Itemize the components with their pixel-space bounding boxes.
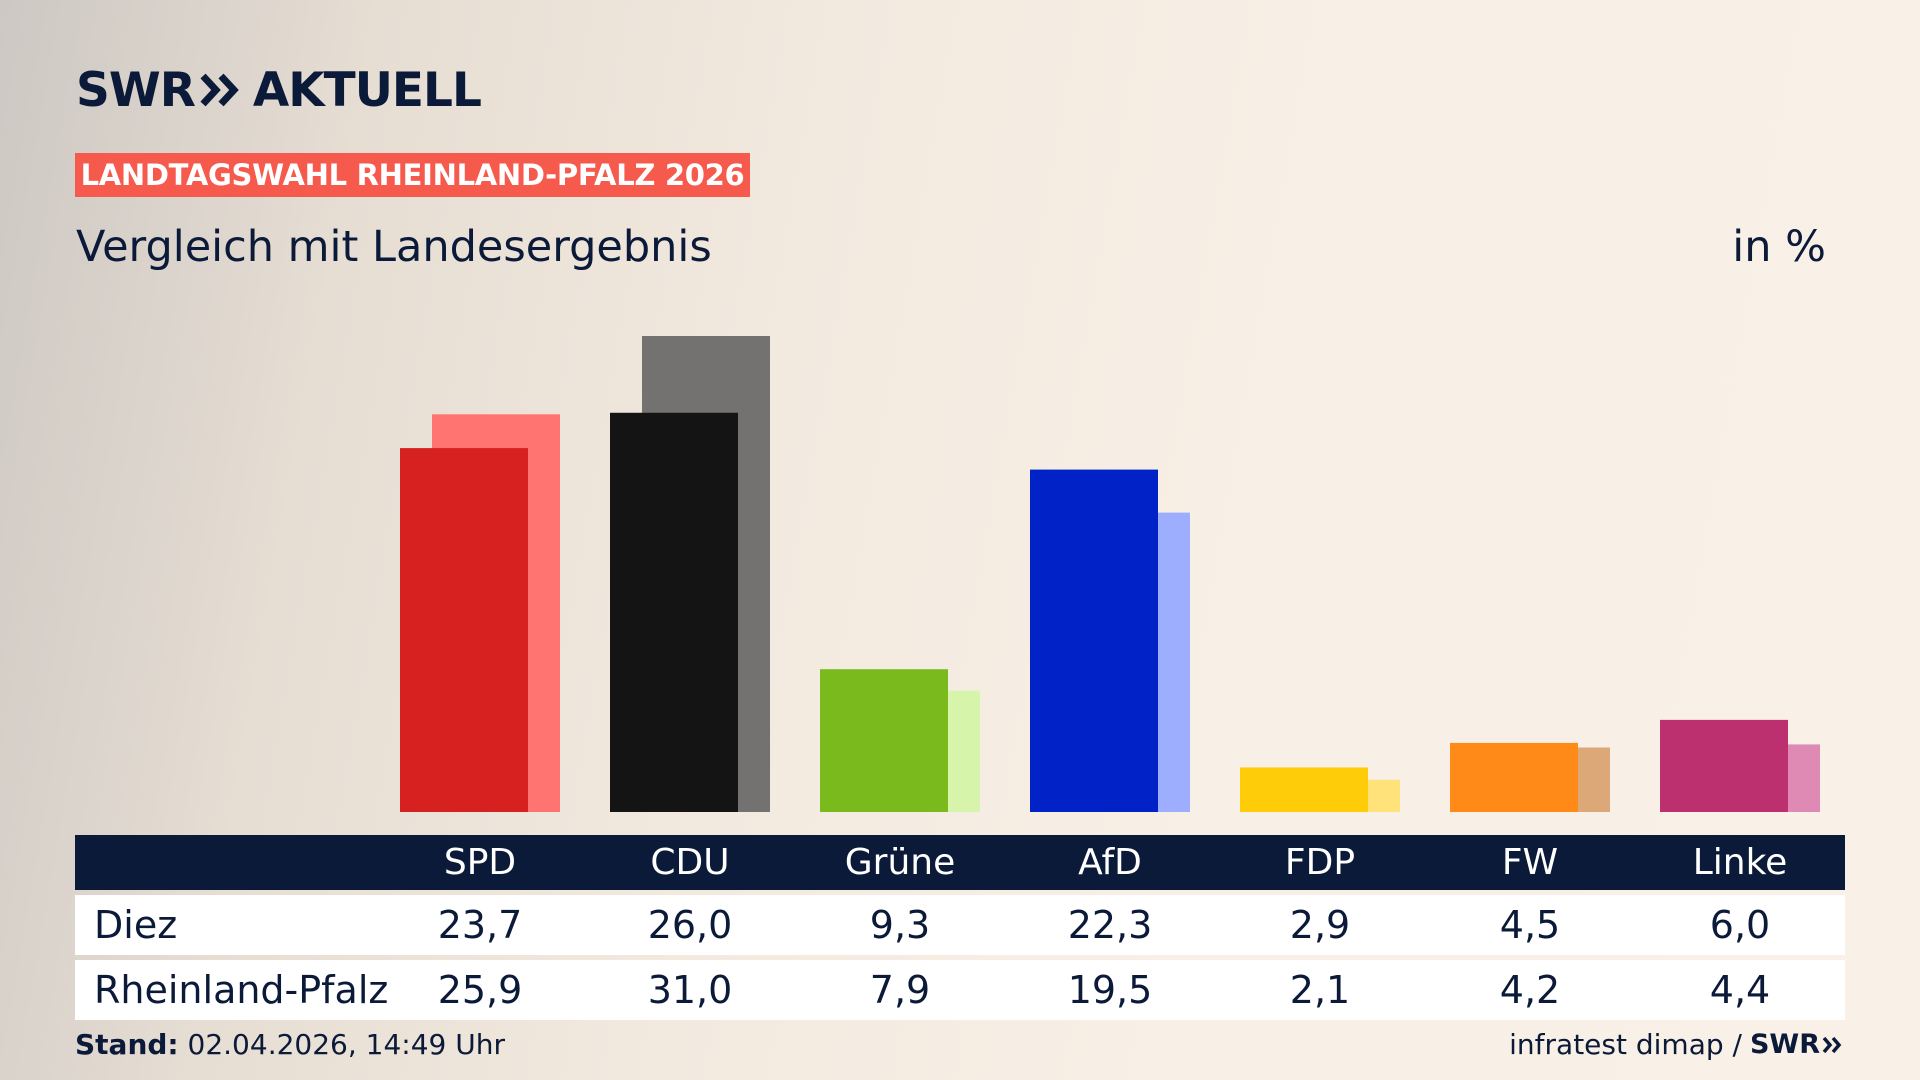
bar-gr-ne-diez [820,669,948,812]
value-afd-rheinland-pfalz: 19,5 [1067,968,1153,1012]
stand-label: Stand: [75,1028,179,1061]
row-label-rheinland-pfalz: Rheinland-Pfalz [94,968,389,1012]
value-spd-rheinland-pfalz: 25,9 [437,968,523,1012]
value-fw-rheinland-pfalz: 4,2 [1499,968,1561,1012]
double-chevron-icon [1822,1036,1842,1053]
value-linke-diez: 6,0 [1709,903,1771,947]
column-header-spd: SPD [443,842,517,883]
bar-fw-diez [1450,742,1578,812]
column-header-fdp: FDP [1284,842,1356,883]
column-header-linke: Linke [1692,842,1788,883]
timestamp: Stand: 02.04.2026, 14:49 Uhr [75,1028,505,1061]
value-fdp-rheinland-pfalz: 2,1 [1289,968,1351,1012]
value-afd-diez: 22,3 [1067,903,1153,947]
bar-linke-diez [1660,719,1788,812]
value-spd-diez: 23,7 [437,903,523,947]
table-header-row: SPD CDU Grüne AfD FDP FW Linke [75,835,1845,890]
swr-aktuell-logo: SWR AKTUELL [76,60,482,120]
source-text: infratest dimap / [1509,1028,1742,1061]
bar-cdu-diez [610,412,738,812]
column-header-cdu: CDU [650,842,730,883]
value-fw-diez: 4,5 [1499,903,1561,947]
chart-title: Vergleich mit Landesergebnis [76,222,712,272]
bar-chart [400,336,1820,812]
value-gr-ne-diez: 9,3 [869,903,931,947]
footer-brand: SWR [1749,1029,1820,1060]
column-header-afd: AfD [1078,842,1142,883]
table-row-rheinland-pfalz: Rheinland-Pfalz 25,9 31,0 7,9 19,5 2,1 4,2 4,4 [75,960,1845,1020]
value-gr-ne-rheinland-pfalz: 7,9 [869,968,931,1012]
bar-fdp-diez [1240,767,1368,812]
brand-swr: SWR [76,62,196,118]
row-label-diez: Diez [94,903,178,947]
table-row-diez: Diez 23,7 26,0 9,3 22,3 2,9 4,5 6,0 [75,895,1845,955]
bar-spd-diez [400,448,528,812]
value-cdu-rheinland-pfalz: 31,0 [647,968,733,1012]
double-chevron-icon [200,73,239,107]
column-header-fw: FW [1501,842,1559,883]
column-header-gr-ne: Grüne [844,842,956,883]
brand-aktuell: AKTUELL [252,62,482,118]
value-cdu-diez: 26,0 [647,903,733,947]
results-table: SPD CDU Grüne AfD FDP FW Linke Diez 23,7 26,0 9,… [75,835,1845,1020]
source-credit: infratest dimap / SWR [1509,1028,1844,1061]
election-badge: LANDTAGSWAHL RHEINLAND-PFALZ 2026 [75,153,750,197]
stand-value: 02.04.2026, 14:49 Uhr [187,1028,505,1061]
bar-afd-diez [1030,469,1158,812]
value-linke-rheinland-pfalz: 4,4 [1709,968,1771,1012]
unit-label: in % [1732,222,1826,272]
value-fdp-diez: 2,9 [1289,903,1351,947]
